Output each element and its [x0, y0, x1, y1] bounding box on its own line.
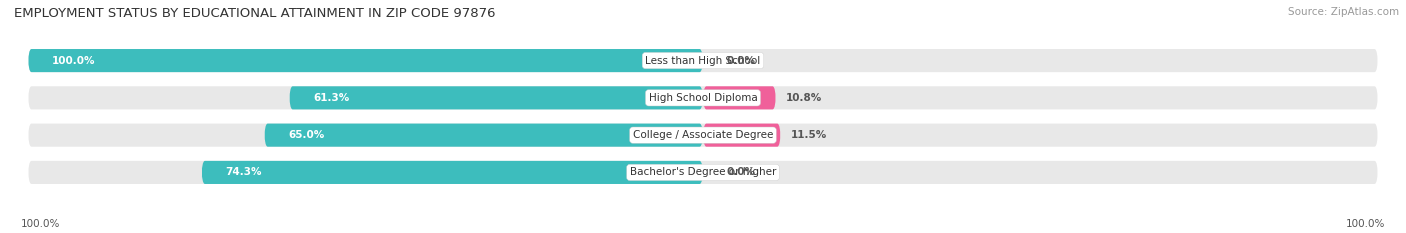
- Text: 100.0%: 100.0%: [1346, 219, 1385, 229]
- Text: 74.3%: 74.3%: [225, 168, 262, 177]
- FancyBboxPatch shape: [201, 161, 703, 184]
- FancyBboxPatch shape: [28, 86, 1378, 110]
- Text: 10.8%: 10.8%: [786, 93, 823, 103]
- Text: 0.0%: 0.0%: [727, 168, 755, 177]
- Text: High School Diploma: High School Diploma: [648, 93, 758, 103]
- FancyBboxPatch shape: [28, 161, 1378, 184]
- Text: 100.0%: 100.0%: [21, 219, 60, 229]
- Text: 61.3%: 61.3%: [314, 93, 349, 103]
- FancyBboxPatch shape: [28, 123, 1378, 147]
- FancyBboxPatch shape: [703, 86, 776, 110]
- Text: Less than High School: Less than High School: [645, 56, 761, 65]
- FancyBboxPatch shape: [290, 86, 703, 110]
- Text: 0.0%: 0.0%: [727, 56, 755, 65]
- FancyBboxPatch shape: [28, 49, 1378, 72]
- FancyBboxPatch shape: [264, 123, 703, 147]
- Text: Bachelor's Degree or higher: Bachelor's Degree or higher: [630, 168, 776, 177]
- Text: College / Associate Degree: College / Associate Degree: [633, 130, 773, 140]
- Text: 100.0%: 100.0%: [52, 56, 96, 65]
- Text: Source: ZipAtlas.com: Source: ZipAtlas.com: [1288, 7, 1399, 17]
- Text: EMPLOYMENT STATUS BY EDUCATIONAL ATTAINMENT IN ZIP CODE 97876: EMPLOYMENT STATUS BY EDUCATIONAL ATTAINM…: [14, 7, 495, 20]
- Text: 65.0%: 65.0%: [288, 130, 325, 140]
- Text: 11.5%: 11.5%: [790, 130, 827, 140]
- FancyBboxPatch shape: [703, 123, 780, 147]
- FancyBboxPatch shape: [28, 49, 703, 72]
